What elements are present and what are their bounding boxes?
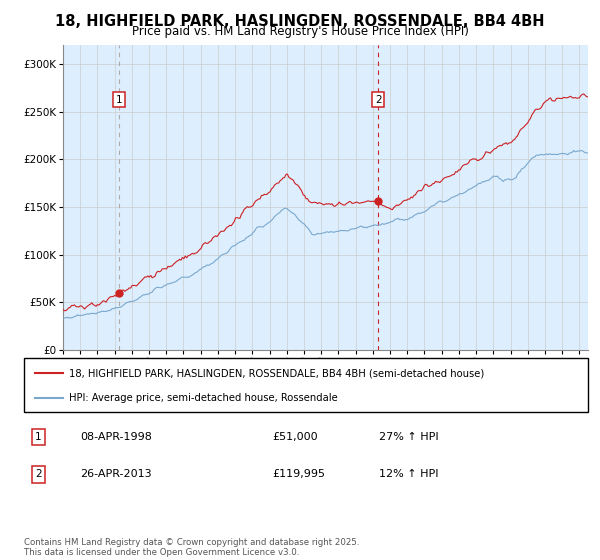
Text: Price paid vs. HM Land Registry's House Price Index (HPI): Price paid vs. HM Land Registry's House … (131, 25, 469, 38)
Text: 18, HIGHFIELD PARK, HASLINGDEN, ROSSENDALE, BB4 4BH: 18, HIGHFIELD PARK, HASLINGDEN, ROSSENDA… (55, 14, 545, 29)
Text: £119,995: £119,995 (272, 469, 325, 479)
FancyBboxPatch shape (24, 358, 588, 412)
Text: £51,000: £51,000 (272, 432, 318, 442)
Text: 26-APR-2013: 26-APR-2013 (80, 469, 152, 479)
Text: 2: 2 (375, 95, 382, 105)
Text: Contains HM Land Registry data © Crown copyright and database right 2025.
This d: Contains HM Land Registry data © Crown c… (24, 538, 359, 557)
Text: 1: 1 (116, 95, 122, 105)
Text: 18, HIGHFIELD PARK, HASLINGDEN, ROSSENDALE, BB4 4BH (semi-detached house): 18, HIGHFIELD PARK, HASLINGDEN, ROSSENDA… (69, 368, 484, 379)
Text: 1: 1 (35, 432, 41, 442)
Text: 2: 2 (35, 469, 41, 479)
Text: HPI: Average price, semi-detached house, Rossendale: HPI: Average price, semi-detached house,… (69, 393, 338, 403)
Text: 12% ↑ HPI: 12% ↑ HPI (379, 469, 439, 479)
Text: 08-APR-1998: 08-APR-1998 (80, 432, 152, 442)
Text: 27% ↑ HPI: 27% ↑ HPI (379, 432, 439, 442)
